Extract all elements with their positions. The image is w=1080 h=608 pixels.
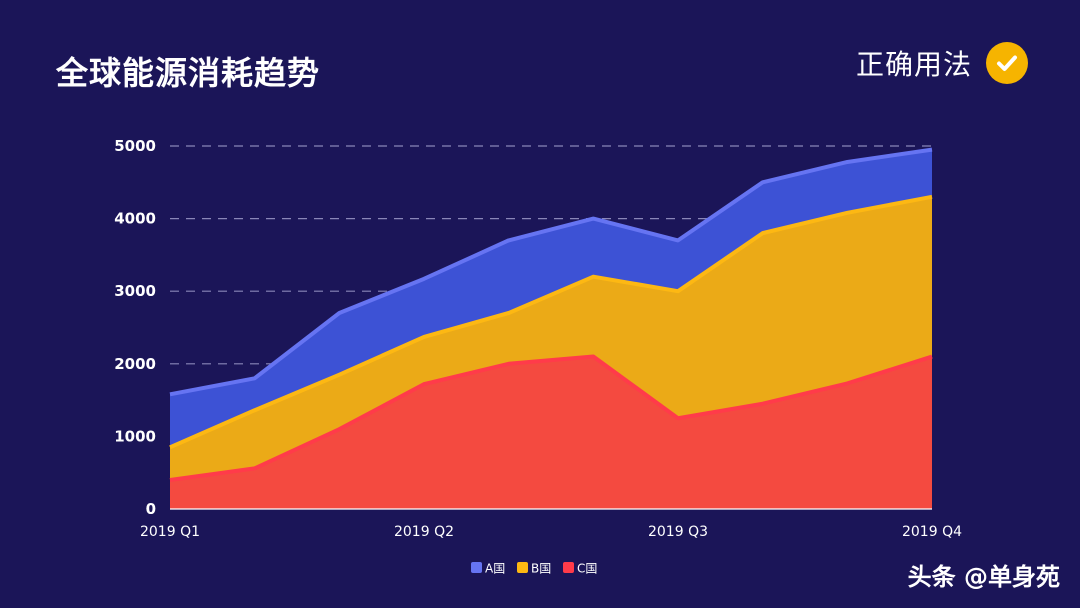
- series-line-A国: [169, 147, 933, 397]
- series-lines: [169, 147, 933, 510]
- badge-label: 正确用法: [855, 48, 972, 81]
- x-tick-label: 2019 Q3: [648, 524, 708, 540]
- y-tick-label: 2000: [114, 355, 156, 373]
- series-line-C国: [169, 354, 933, 482]
- area-C国: [170, 356, 932, 509]
- correct-usage-badge: 正确用法: [856, 42, 1028, 84]
- y-tick-label: 4000: [114, 210, 156, 228]
- watermark: 头条 @单身苑: [907, 563, 1060, 591]
- legend-swatch: [563, 562, 574, 573]
- y-tick-label: 0: [146, 500, 156, 518]
- series-line-B国: [169, 194, 933, 450]
- chart-title: 全球能源消耗趋势: [56, 54, 321, 92]
- y-axis: 0 1000 2000 3000 4000 5000: [114, 137, 156, 518]
- check-circle-icon: [986, 42, 1028, 84]
- legend-label: C国: [577, 562, 597, 576]
- legend-label: B国: [531, 562, 551, 576]
- y-tick-label: 3000: [114, 282, 156, 300]
- legend-swatch: [471, 562, 482, 573]
- legend-label: A国: [485, 562, 505, 576]
- x-tick-label: 2019 Q4: [902, 524, 962, 540]
- x-axis: 2019 Q1 2019 Q2 2019 Q3 2019 Q4: [140, 524, 962, 540]
- legend: A国 B国 C国: [471, 562, 597, 576]
- y-tick-label: 5000: [114, 137, 156, 155]
- y-tick-label: 1000: [114, 427, 156, 445]
- x-tick-label: 2019 Q2: [394, 524, 454, 540]
- area-series: [170, 149, 932, 509]
- legend-swatch: [517, 562, 528, 573]
- x-tick-label: 2019 Q1: [140, 524, 200, 540]
